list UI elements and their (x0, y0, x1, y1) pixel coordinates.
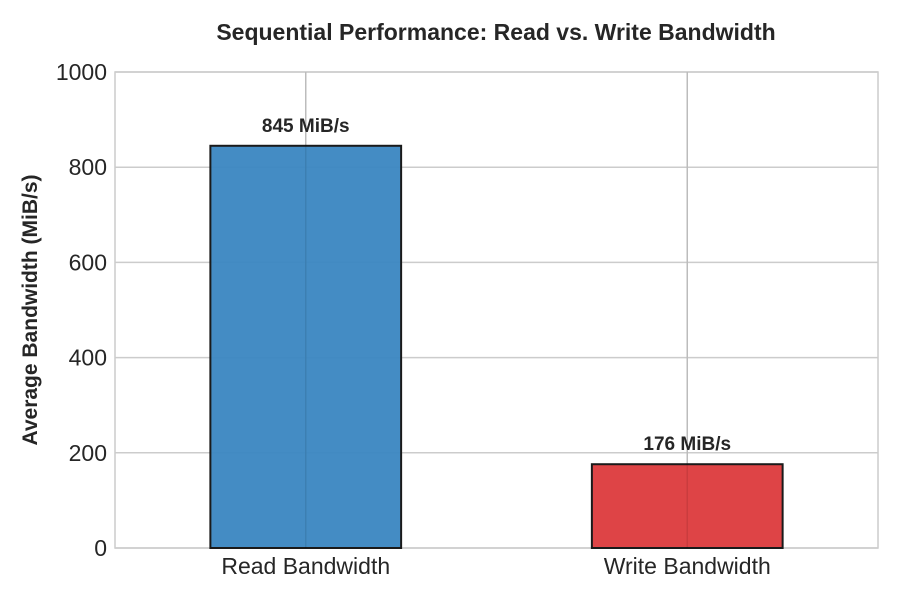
y-axis-label: Average Bandwidth (MiB/s) (19, 174, 42, 445)
y-tick-label: 200 (69, 440, 107, 466)
y-tick-label: 600 (69, 249, 107, 275)
data-labels-layer: 845 MiB/s 176 MiB/s (262, 116, 731, 455)
grid-overlay (305, 72, 688, 548)
bars-layer (209, 144, 784, 549)
y-tick-label: 1000 (56, 59, 107, 85)
x-tick-label: Write Bandwidth (604, 553, 771, 579)
y-tick-label: 0 (94, 535, 107, 561)
bar-data-label: 176 MiB/s (643, 434, 731, 455)
bar-data-label: 845 MiB/s (262, 116, 350, 137)
y-tick-label: 400 (69, 345, 107, 371)
x-tick-label: Read Bandwidth (221, 553, 390, 579)
bar (590, 463, 784, 549)
bar (209, 144, 403, 549)
plot-frame (114, 71, 879, 549)
y-tick-label: 800 (69, 154, 107, 180)
ticks-layer: 0 200 400 600 800 1000 Read Bandwidth Write Ban… (56, 59, 771, 579)
chart-title: Sequential Performance: Read vs. Write B… (216, 19, 775, 45)
